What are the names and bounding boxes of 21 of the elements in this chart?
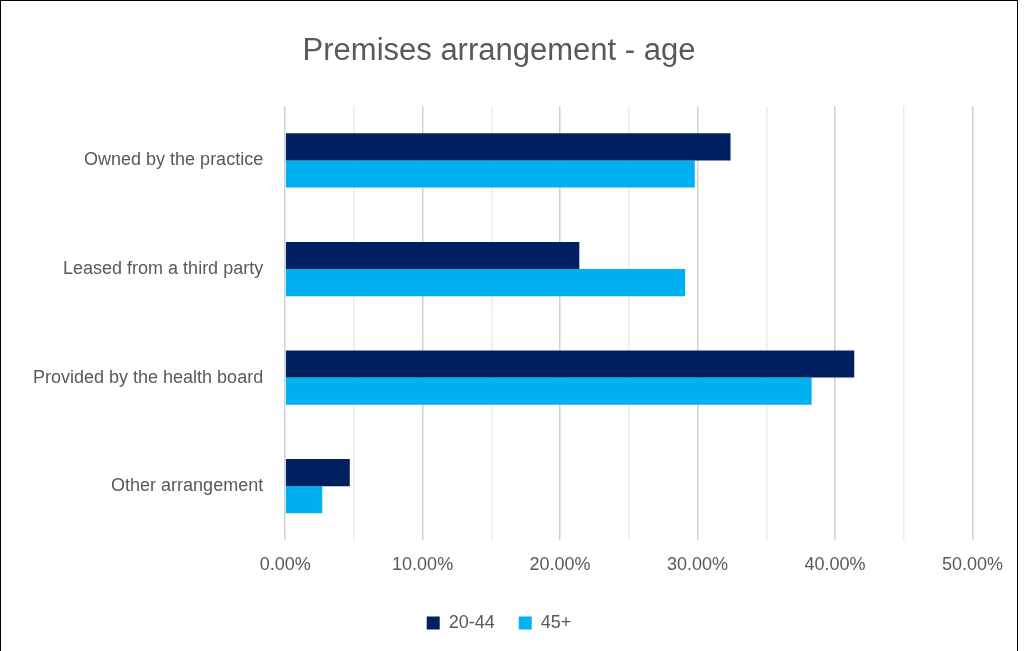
x-tick-label: 50.00% (941, 554, 1004, 575)
y-tick-label: Owned by the practice (84, 149, 264, 170)
y-tick-label: Provided by the health board (32, 366, 264, 387)
bar (285, 377, 812, 405)
bar (285, 350, 855, 378)
x-tick-label: 0.00% (259, 554, 311, 575)
chart-title: Premises arrangement - age (302, 32, 696, 68)
y-tick-label: Other arrangement (111, 475, 264, 496)
x-tick-label: 40.00% (804, 554, 866, 575)
legend-label: 45+ (540, 611, 572, 632)
bar (285, 160, 695, 188)
bar (285, 458, 350, 487)
x-tick-label: 20.00% (529, 554, 591, 575)
y-tick-label: Leased from a third party (63, 257, 264, 278)
bar (285, 241, 580, 270)
legend-label: 20-44 (448, 611, 495, 632)
x-tick-label: 10.00% (392, 554, 454, 575)
bar (285, 269, 686, 297)
bar (285, 133, 731, 161)
bar (285, 486, 323, 514)
x-tick-label: 30.00% (667, 554, 729, 575)
